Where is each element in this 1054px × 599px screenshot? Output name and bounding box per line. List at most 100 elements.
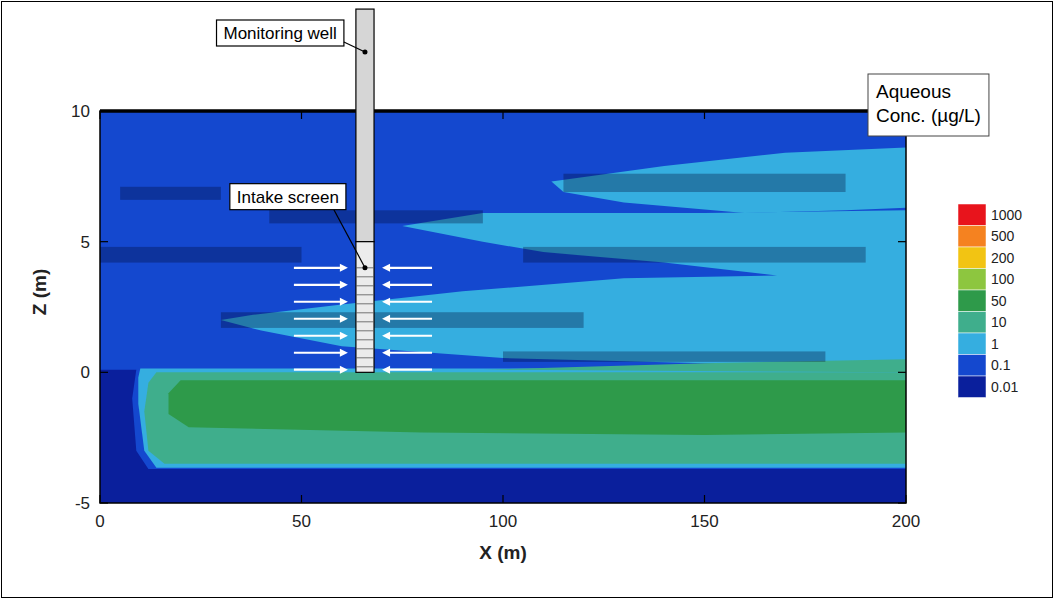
screen-slot — [356, 348, 374, 349]
colorbar-swatch — [958, 226, 986, 248]
low-permeability-lens — [100, 247, 302, 263]
screen-slot — [356, 339, 374, 340]
colorbar-title-text: AqueousConc. (µg/L) — [876, 81, 981, 126]
colorbar-title: AqueousConc. (µg/L) — [868, 74, 989, 136]
y-tick — [898, 502, 906, 503]
x-tick — [301, 111, 302, 119]
inflow-arrow — [294, 369, 343, 371]
well-screen — [356, 242, 374, 373]
colorbar-title-line: Aqueous — [876, 81, 951, 102]
y-tick — [100, 110, 108, 111]
colorbar-swatch — [958, 204, 986, 226]
low-permeability-lens — [503, 351, 825, 361]
y-tick — [100, 502, 108, 503]
colorbar-label: 100 — [991, 271, 1015, 287]
low-permeability-lens — [523, 247, 866, 263]
inflow-arrowhead — [382, 281, 390, 289]
plot-frame — [100, 111, 906, 503]
x-tick-label: 100 — [489, 512, 517, 531]
x-tick-label: 50 — [292, 512, 311, 531]
y-tick — [100, 241, 108, 242]
y-tick-label: 0 — [81, 363, 90, 382]
screen-slot — [356, 276, 374, 277]
screen-slot — [356, 294, 374, 295]
inflow-arrow — [294, 301, 343, 303]
inflow-arrow — [387, 335, 432, 337]
inflow-arrowhead — [340, 315, 348, 323]
contour-region — [169, 380, 907, 435]
colorbar-title-box — [868, 74, 989, 136]
x-tick — [502, 111, 503, 119]
x-tick — [99, 495, 100, 503]
x-tick-label: 150 — [690, 512, 718, 531]
colorbar-swatch — [958, 355, 986, 377]
colorbar-swatch — [958, 312, 986, 334]
inflow-arrow — [387, 369, 432, 371]
inflow-arrowhead — [340, 298, 348, 306]
figure-border — [2, 2, 1053, 598]
colorbar-swatch — [958, 290, 986, 312]
screen-slot — [356, 366, 374, 367]
colorbar-label: 0.01 — [991, 379, 1018, 395]
inflow-arrowhead — [382, 366, 390, 374]
colorbar-label: 10 — [991, 314, 1007, 330]
y-tick — [898, 241, 906, 242]
colorbar-label: 1000 — [991, 207, 1022, 223]
inflow-arrow — [387, 301, 432, 303]
y-tick — [100, 372, 108, 373]
low-permeability-lens — [563, 174, 845, 192]
contour-region — [100, 111, 906, 469]
screen-slot — [356, 321, 374, 322]
y-axis-title: Z (m) — [29, 269, 50, 315]
inflow-arrowhead — [382, 264, 390, 272]
colorbar-label: 500 — [991, 228, 1015, 244]
screen-slot — [356, 312, 374, 313]
screen-slot — [356, 285, 374, 286]
inflow-arrowhead — [340, 366, 348, 374]
low-permeability-lens — [221, 312, 584, 328]
colorbar-swatch — [958, 376, 986, 398]
y-tick-label: 10 — [71, 102, 90, 121]
leader-dot — [362, 50, 367, 55]
x-tick-label: 200 — [892, 512, 920, 531]
inflow-arrow — [294, 284, 343, 286]
x-tick-label: 0 — [95, 512, 104, 531]
y-tick-label: 5 — [81, 233, 90, 252]
inflow-arrowhead — [382, 332, 390, 340]
x-tick — [704, 111, 705, 119]
leader-line — [334, 210, 365, 268]
x-tick — [704, 495, 705, 503]
monitoring-well — [356, 9, 374, 372]
figure: 050100150200-50510X (m)Z (m)Monitoring w… — [0, 0, 1054, 599]
colorbar-label: 200 — [991, 250, 1015, 266]
y-tick — [898, 372, 906, 373]
plot-area — [100, 111, 906, 503]
annotation-text: Intake screen — [237, 188, 339, 207]
inflow-arrowhead — [382, 315, 390, 323]
contour-region — [221, 210, 906, 368]
inflow-arrowhead — [382, 349, 390, 357]
x-tick — [99, 111, 100, 119]
annotation-text: Monitoring well — [224, 24, 337, 43]
inflow-arrow — [387, 267, 432, 269]
inflow-arrow — [387, 284, 432, 286]
colorbar-label: 50 — [991, 293, 1007, 309]
inflow-arrow — [387, 352, 432, 354]
low-permeability-lens — [120, 187, 221, 200]
well-casing — [356, 9, 374, 242]
colorbar-label: 0.1 — [991, 357, 1011, 373]
background-level — [100, 111, 906, 503]
leader-dot — [362, 265, 367, 270]
inflow-arrowhead — [382, 298, 390, 306]
inflow-arrow — [294, 352, 343, 354]
screen-slot — [356, 330, 374, 331]
colorbar-label: 1 — [991, 336, 999, 352]
colorbar-swatch — [958, 333, 986, 355]
y-tick-label: -5 — [75, 494, 90, 513]
inflow-arrow — [294, 318, 343, 320]
inflow-arrowhead — [340, 264, 348, 272]
contour-region — [138, 368, 906, 467]
inflow-arrowhead — [340, 332, 348, 340]
inflow-arrow — [294, 267, 343, 269]
colorbar-swatch — [958, 247, 986, 269]
